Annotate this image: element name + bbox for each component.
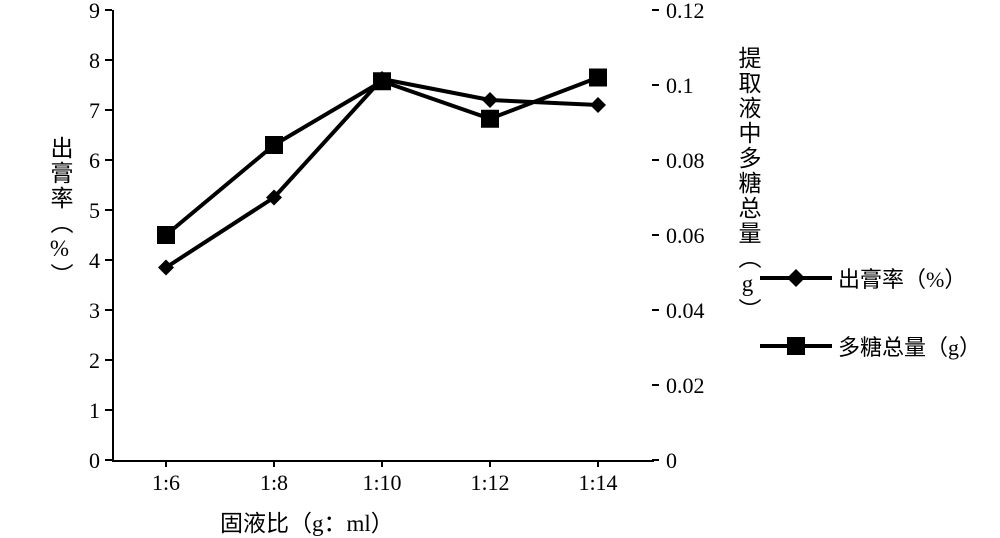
diamond-icon xyxy=(786,268,806,288)
y-left-tick-label: 0 xyxy=(89,448,100,474)
x-tick-label: 1:14 xyxy=(578,470,617,496)
y-right-tick-label: 0.04 xyxy=(666,298,705,324)
y-left-tick-label: 6 xyxy=(89,148,100,174)
y-right-tick-label: 0.08 xyxy=(666,148,705,174)
legend: 出膏率（%） 多糖总量（g） xyxy=(760,262,981,362)
legend-line-2 xyxy=(760,344,832,348)
x-tick-label: 1:6 xyxy=(152,470,180,496)
chart-container: 出膏率（%） 提取液中多糖总量（g） 固液比（g：ml） 出膏率（%） 多糖总量… xyxy=(0,0,1000,537)
x-tick-label: 1:8 xyxy=(260,470,288,496)
y-right-tick-label: 0.02 xyxy=(666,373,705,399)
x-tick-label: 1:10 xyxy=(362,470,401,496)
x-tick-label: 1:12 xyxy=(470,470,509,496)
legend-label-2: 多糖总量（g） xyxy=(838,330,981,362)
y-left-tick-label: 9 xyxy=(89,0,100,24)
y-left-tick-label: 8 xyxy=(89,48,100,74)
y-left-tick-label: 7 xyxy=(89,98,100,124)
square-icon xyxy=(786,336,806,356)
y-right-tick-label: 0.12 xyxy=(666,0,705,24)
y-right-tick-label: 0.06 xyxy=(666,223,705,249)
x-axis-label: 固液比（g：ml） xyxy=(220,504,394,538)
y-left-tick-label: 5 xyxy=(89,198,100,224)
y-left-tick-label: 2 xyxy=(89,348,100,374)
legend-line-1 xyxy=(760,276,832,280)
legend-item-1: 出膏率（%） xyxy=(760,262,981,294)
y-left-tick-label: 1 xyxy=(89,398,100,424)
y-right-tick-label: 0 xyxy=(666,448,677,474)
legend-label-1: 出膏率（%） xyxy=(838,262,966,294)
y-left-tick-label: 4 xyxy=(89,248,100,274)
y-left-axis-label: 出膏率（%） xyxy=(42,136,76,288)
y-right-axis-label: 提取液中多糖总量（g） xyxy=(730,46,764,323)
legend-item-2: 多糖总量（g） xyxy=(760,330,981,362)
y-right-tick-label: 0.1 xyxy=(666,73,694,99)
y-left-tick-label: 3 xyxy=(89,298,100,324)
